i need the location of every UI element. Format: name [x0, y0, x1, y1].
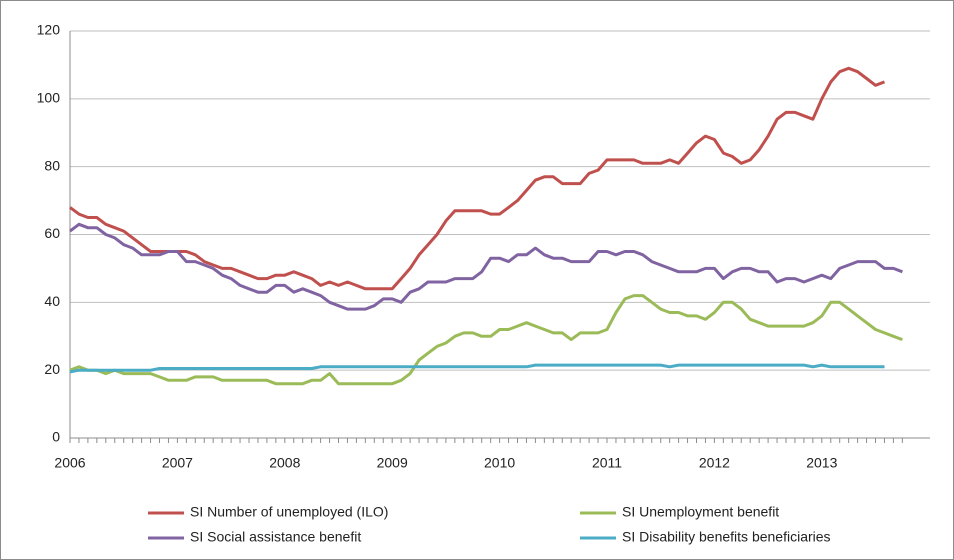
x-tick-label: 2010 [484, 455, 515, 471]
y-tick-label: 100 [37, 90, 61, 106]
legend-label: SI Number of unemployed (ILO) [190, 504, 388, 520]
y-tick-label: 20 [44, 361, 60, 377]
y-tick-label: 0 [52, 429, 60, 445]
y-tick-label: 60 [44, 225, 60, 241]
x-tick-label: 2007 [162, 455, 193, 471]
x-tick-label: 2013 [806, 455, 837, 471]
x-tick-label: 2006 [54, 455, 85, 471]
series-line [69, 294, 903, 386]
x-tick-label: 2012 [699, 455, 730, 471]
legend-label: SI Unemployment benefit [622, 504, 779, 520]
y-tick-label: 40 [44, 293, 60, 309]
y-tick-label: 80 [44, 157, 60, 173]
x-tick-label: 2009 [377, 455, 408, 471]
legend-label: SI Social assistance benefit [190, 529, 361, 545]
x-tick-label: 2011 [592, 455, 622, 471]
series-line [69, 66, 886, 291]
legend-label: SI Disability benefits beneficiaries [622, 529, 831, 545]
series-line [69, 363, 885, 374]
x-tick-label: 2008 [269, 455, 300, 471]
y-tick-label: 120 [37, 22, 61, 38]
series-line [69, 222, 903, 311]
